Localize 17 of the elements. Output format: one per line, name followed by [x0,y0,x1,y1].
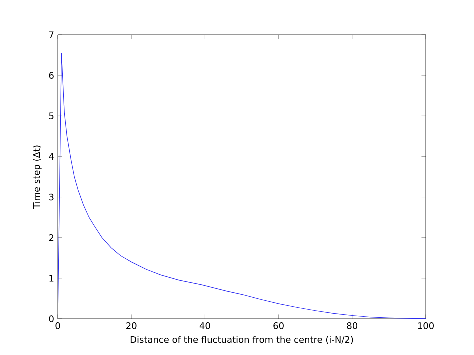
x-tick-label: 100 [418,322,434,330]
y-tick-label: 1 [50,275,54,282]
x-tick-label: 40 [200,322,210,330]
x-tick-label: 20 [126,322,137,330]
y-tick-label: 5 [49,112,54,120]
y-tick-label: 4 [49,153,54,160]
y-tick-label: 2 [49,234,54,242]
y-axis-title: Time step (Δt) [33,146,42,209]
x-tick-label: 60 [274,322,284,330]
y-tick-label: 0 [49,316,54,322]
x-tick-label: 0 [56,322,60,330]
x-tick-label: 80 [347,322,358,330]
line-series [58,52,426,319]
y-tick-label: 3 [49,194,54,201]
y-tick-label: 7 [49,32,54,38]
y-tick-label: 6 [49,72,54,79]
x-axis-title: Distance of the fluctuation from the centre (i-N/2) [130,336,354,344]
